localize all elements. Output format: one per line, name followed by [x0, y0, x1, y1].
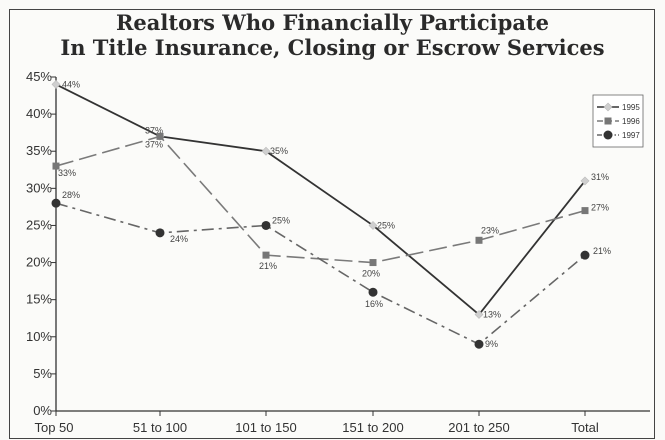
chart-title: Realtors Who Financially Participate In … [0, 10, 665, 60]
legend-marker-1996 [604, 117, 612, 125]
data-point-1995 [51, 79, 61, 89]
data-point-1997 [474, 339, 484, 349]
legend-label-1996: 1996 [622, 117, 640, 126]
data-label-1996: 37% [145, 139, 163, 149]
data-point-1995 [368, 221, 378, 230]
x-tick-label: Total [571, 420, 599, 435]
series-line-1996 [55, 135, 586, 264]
y-tick-label: 40% [26, 106, 52, 121]
data-label-1995: 13% [483, 310, 501, 320]
data-label-1997: 24% [170, 234, 188, 244]
data-point-1996 [52, 162, 60, 170]
data-point-1995 [261, 146, 271, 156]
data-label-1997: 28% [62, 190, 80, 200]
data-point-1997 [51, 198, 61, 208]
data-point-1996 [475, 236, 483, 244]
data-point-1997 [261, 220, 271, 230]
data-label-1997: 16% [365, 299, 383, 309]
x-tick-label: 101 to 150 [235, 420, 296, 435]
chart-frame [9, 9, 655, 439]
series-line-1997 [55, 202, 586, 346]
legend-marker-1995 [603, 102, 613, 112]
data-point-1997 [368, 287, 378, 297]
data-label-1996: 21% [259, 261, 277, 271]
data-point-1997 [580, 250, 590, 260]
data-label-1995: 44% [62, 79, 80, 89]
data-point-1995 [580, 176, 590, 186]
y-tick-label: 30% [26, 180, 52, 195]
legend-label-1995: 1995 [622, 103, 640, 112]
x-tick-label: 201 to 250 [448, 420, 509, 435]
y-tick-label: 15% [26, 292, 52, 307]
data-point-1995 [474, 310, 484, 319]
data-label-1997: 21% [593, 246, 611, 256]
data-point-1996 [581, 207, 589, 215]
data-label-1996: 33% [58, 168, 76, 178]
data-point-1996 [369, 259, 377, 267]
data-label-1995: 31% [591, 172, 609, 182]
data-label-1997: 25% [272, 215, 290, 225]
data-point-1997 [155, 228, 165, 238]
y-tick-label: 20% [26, 255, 52, 270]
x-tick-label: Top 50 [34, 420, 73, 435]
data-label-1995: 35% [270, 146, 288, 156]
chart-title-line-2: In Title Insurance, Closing or Escrow Se… [60, 35, 605, 60]
data-point-1996 [262, 251, 270, 259]
data-point-1996 [156, 132, 164, 140]
x-tick-label: 151 to 200 [342, 420, 403, 435]
x-tick-label: 51 to 100 [133, 420, 187, 435]
y-tick-label: 0% [33, 403, 52, 418]
legend-marker-1997 [603, 130, 613, 140]
data-label-1997: 9% [485, 339, 498, 349]
data-label-1996: 23% [481, 225, 499, 235]
y-tick-label: 25% [26, 217, 52, 232]
y-tick-label: 5% [33, 366, 52, 381]
chart-title-line-1: Realtors Who Financially Participate [115, 10, 550, 35]
series-line-1995 [55, 83, 586, 316]
y-tick-label: 45% [26, 69, 52, 84]
data-label-1995: 25% [377, 220, 395, 230]
y-tick-label: 35% [26, 143, 52, 158]
legend-label-1997: 1997 [622, 131, 640, 140]
data-label-1995: 37% [145, 125, 163, 135]
data-label-1996: 27% [591, 203, 609, 213]
data-label-1996: 20% [362, 269, 380, 279]
y-tick-label: 10% [26, 329, 52, 344]
